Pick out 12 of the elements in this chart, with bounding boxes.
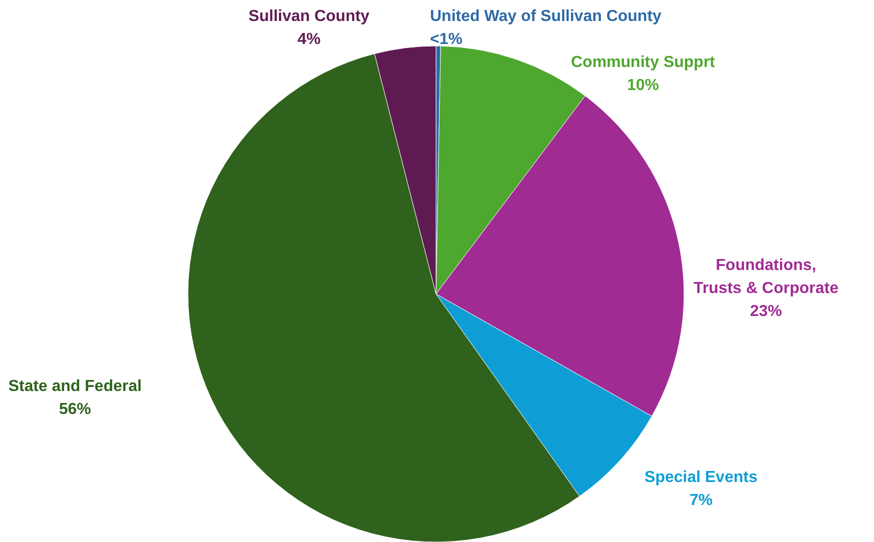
slice-label: Community Supprt bbox=[571, 54, 716, 71]
slice-label: Sullivan County bbox=[248, 8, 370, 25]
data-label: <1% bbox=[430, 31, 462, 48]
data-label: 23% bbox=[750, 303, 782, 320]
slice-label: United Way of Sullivan County bbox=[430, 8, 662, 25]
slice-label: Special Events bbox=[644, 469, 758, 486]
data-label: 10% bbox=[626, 77, 660, 94]
data-label: 56% bbox=[58, 401, 92, 418]
data-label: 7% bbox=[689, 492, 713, 509]
slice-label: Foundations, Trusts & Corporate bbox=[694, 257, 839, 297]
slice-label: State and Federal bbox=[8, 378, 142, 395]
data-label: 4% bbox=[297, 31, 321, 48]
